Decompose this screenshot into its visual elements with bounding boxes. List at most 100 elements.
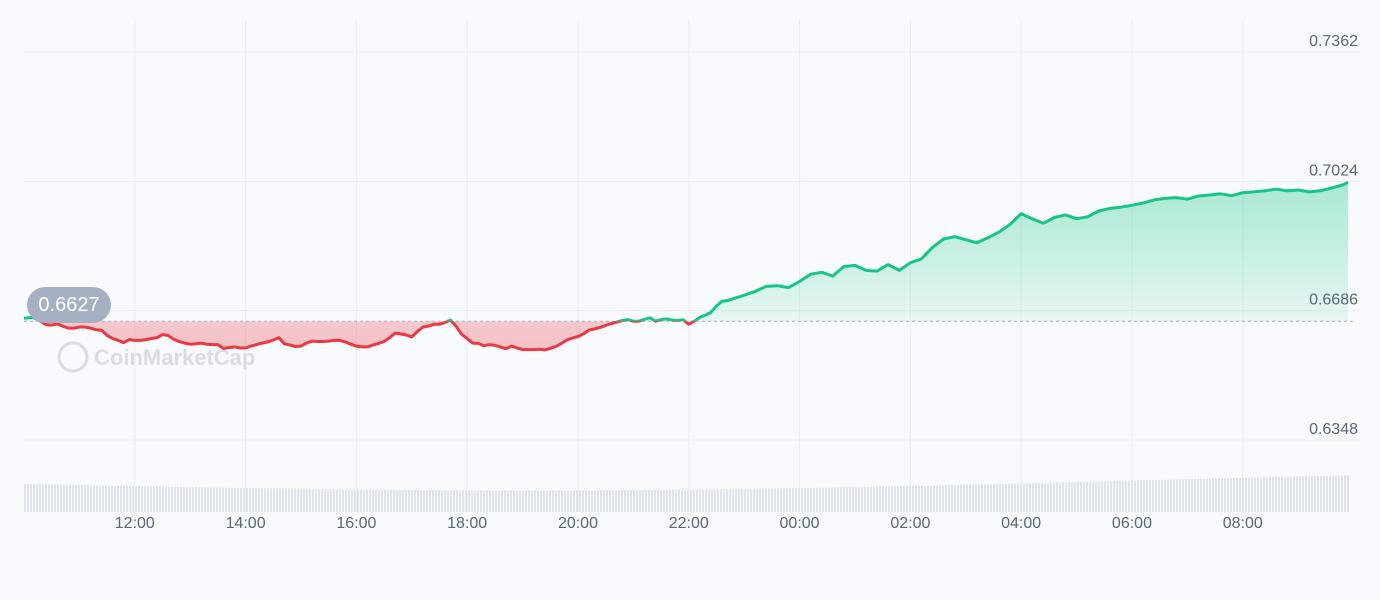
- volume-bar: [717, 489, 719, 512]
- volume-bar: [738, 489, 740, 512]
- volume-bar: [273, 488, 275, 512]
- volume-bar: [297, 488, 299, 512]
- volume-bar: [528, 490, 530, 512]
- volume-bar: [1206, 478, 1208, 512]
- volume-bar: [675, 489, 677, 512]
- volume-bar: [801, 488, 803, 512]
- volume-bar: [384, 489, 386, 512]
- volume-bar: [108, 485, 110, 512]
- volume-bar: [576, 490, 578, 512]
- volume-bar: [684, 489, 686, 512]
- volume-bar: [1278, 476, 1280, 512]
- volume-bar: [309, 488, 311, 512]
- volume-bar: [1308, 476, 1310, 512]
- volume-bar: [1005, 483, 1007, 512]
- volume-bar: [711, 489, 713, 512]
- volume-bar: [681, 489, 683, 512]
- volume-bar: [339, 489, 341, 512]
- y-tick-label: 0.7362: [1309, 33, 1358, 50]
- volume-bar: [924, 485, 926, 512]
- volume-bar: [321, 489, 323, 512]
- volume-bar: [654, 489, 656, 512]
- volume-bar: [1215, 478, 1217, 512]
- volume-bar: [1173, 479, 1175, 512]
- volume-bar: [534, 490, 536, 512]
- volume-bar: [852, 487, 854, 512]
- volume-bar: [1107, 481, 1109, 512]
- volume-bar: [234, 487, 236, 512]
- volume-bar: [1305, 476, 1307, 512]
- volume-bar: [735, 489, 737, 512]
- volume-bar: [159, 486, 161, 512]
- volume-bar: [141, 486, 143, 512]
- volume-bar: [36, 484, 38, 512]
- volume-bar: [189, 487, 191, 512]
- volume-bar: [663, 489, 665, 512]
- volume-bar: [414, 489, 416, 512]
- volume-bar: [546, 490, 548, 512]
- volume-bar: [354, 489, 356, 512]
- volume-bar: [162, 486, 164, 512]
- volume-bar: [810, 487, 812, 512]
- volume-bar: [1092, 481, 1094, 512]
- baseline-badge: 0.6627: [27, 287, 111, 323]
- x-tick-label: 06:00: [1112, 515, 1152, 532]
- volume-bar: [222, 487, 224, 512]
- volume-bar: [1209, 478, 1211, 512]
- volume-bar: [1110, 481, 1112, 512]
- volume-bar: [543, 490, 545, 512]
- volume-bar: [1257, 477, 1259, 512]
- volume-bar: [117, 485, 119, 512]
- volume-bar: [1269, 477, 1271, 512]
- volume-bar: [105, 485, 107, 512]
- baseline-badge-label: 0.6627: [38, 294, 99, 316]
- volume-bar: [1218, 478, 1220, 512]
- x-tick-label: 04:00: [1001, 515, 1041, 532]
- volume-bar: [504, 490, 506, 512]
- volume-bar: [1323, 475, 1325, 512]
- volume-bar: [1032, 483, 1034, 512]
- volume-bar: [330, 489, 332, 512]
- volume-bar: [951, 485, 953, 512]
- volume-bar: [261, 488, 263, 512]
- volume-bar: [63, 484, 65, 512]
- volume-bar: [405, 489, 407, 512]
- volume-bar: [204, 487, 206, 512]
- volume-bar: [1065, 482, 1067, 512]
- volume-bar: [942, 485, 944, 512]
- volume-bar: [1134, 480, 1136, 512]
- volume-bar: [450, 490, 452, 512]
- volume-bar: [1263, 477, 1265, 512]
- volume-bar: [270, 488, 272, 512]
- volume-bar: [999, 483, 1001, 512]
- y-tick-label: 0.6348: [1309, 421, 1358, 438]
- volume-bar: [939, 485, 941, 512]
- volume-bar: [864, 486, 866, 512]
- volume-bar: [609, 490, 611, 512]
- volume-bar: [267, 488, 269, 512]
- volume-bar: [753, 488, 755, 512]
- volume-bar: [1062, 482, 1064, 512]
- volume-bar: [1035, 483, 1037, 512]
- volume-bar: [72, 484, 74, 512]
- volume-bar: [360, 489, 362, 512]
- baseline-badge-bg: [27, 287, 111, 323]
- volume-bar: [471, 490, 473, 512]
- volume-bar: [966, 484, 968, 512]
- volume-bar: [432, 490, 434, 512]
- volume-bar: [462, 490, 464, 512]
- volume-bar: [1113, 481, 1115, 512]
- volume-bar: [1122, 480, 1124, 512]
- volume-bar: [759, 488, 761, 512]
- volume-bar: [513, 490, 515, 512]
- volume-bar: [435, 490, 437, 512]
- volume-bar: [1314, 476, 1316, 512]
- volume-bar: [1281, 476, 1283, 512]
- volume-bar: [870, 486, 872, 512]
- volume-bar: [102, 485, 104, 512]
- volume-bar: [1053, 482, 1055, 512]
- volume-bar: [279, 488, 281, 512]
- volume-bar: [726, 489, 728, 512]
- volume-bar: [789, 488, 791, 512]
- volume-bar: [930, 485, 932, 512]
